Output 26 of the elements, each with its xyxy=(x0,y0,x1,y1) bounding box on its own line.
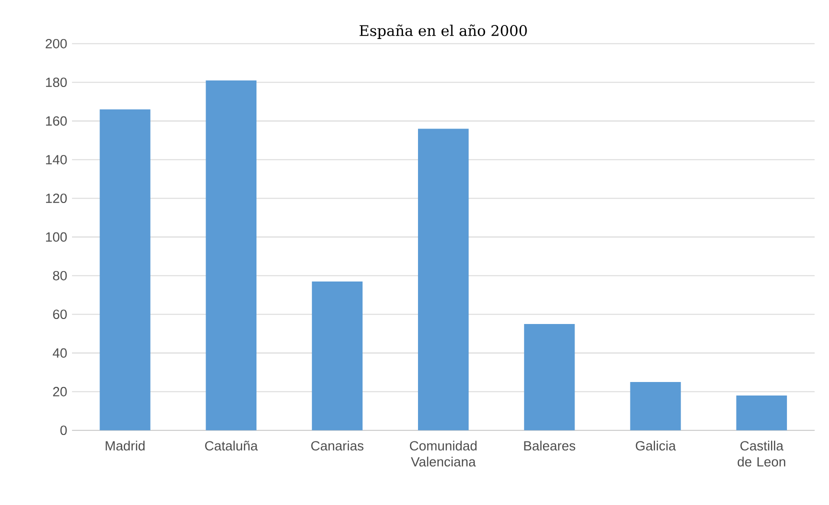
x-tick-label: Madrid xyxy=(106,440,145,451)
x-tick-label: Comunidad Valenciana xyxy=(410,440,477,467)
bar xyxy=(630,382,681,430)
y-tick-label: 160 xyxy=(46,116,67,126)
y-tick-label: 120 xyxy=(46,194,67,204)
bar xyxy=(524,324,575,430)
x-tick-label: Galicia xyxy=(636,440,676,451)
bar xyxy=(312,281,363,430)
x-tick-label: Castilla de Leon xyxy=(738,440,786,467)
y-tick-label: 20 xyxy=(53,386,67,396)
bar xyxy=(100,109,150,430)
y-tick-label: 200 xyxy=(46,38,67,48)
x-tick-label: Cataluña xyxy=(205,440,258,451)
y-tick-label: 40 xyxy=(52,348,67,358)
y-tick-label: 180 xyxy=(46,78,67,88)
y-tick-label: 100 xyxy=(46,232,67,242)
y-tick-label: 0 xyxy=(60,426,67,436)
bar xyxy=(418,128,469,430)
bar xyxy=(736,396,787,430)
x-tick-label: Baleares xyxy=(524,440,576,451)
x-tick-label: Canarias xyxy=(311,440,364,451)
y-tick-label: 60 xyxy=(53,310,67,320)
y-tick-label: 140 xyxy=(46,154,67,164)
y-tick-label: 80 xyxy=(53,270,67,280)
chart-title: España en el año 2000 xyxy=(360,24,527,39)
bar xyxy=(206,80,256,430)
